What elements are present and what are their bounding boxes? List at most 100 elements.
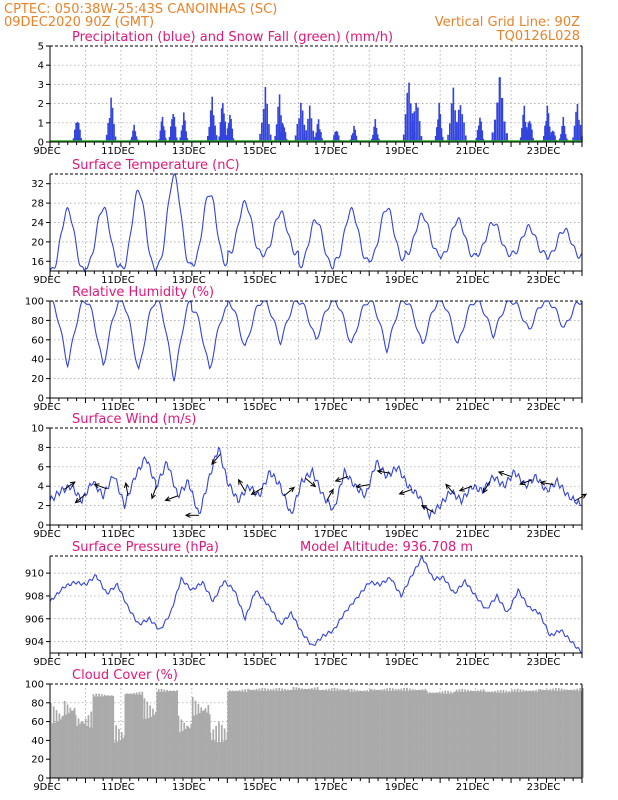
wind-arrow-head xyxy=(355,483,362,489)
cloud-bar xyxy=(303,688,306,778)
precip-bar xyxy=(161,116,164,142)
y-tick-label: 60 xyxy=(31,717,44,728)
precip-bar xyxy=(491,132,494,142)
cloud-bar xyxy=(515,691,518,778)
cloud-bar xyxy=(220,724,223,778)
cloud-bar xyxy=(420,690,422,778)
cloud-bar xyxy=(567,690,570,778)
cloud-bar xyxy=(89,727,91,778)
wind-arrow xyxy=(211,453,221,466)
cloud-bar xyxy=(180,719,183,778)
cloud-bar xyxy=(242,691,245,778)
precip-bar xyxy=(211,96,213,142)
precip-bar xyxy=(294,135,297,142)
wind-arrow-shaft xyxy=(421,505,434,513)
cloud-bar xyxy=(450,691,452,778)
cloud-bar xyxy=(213,741,216,778)
x-tick-label: 13DEC xyxy=(172,782,206,793)
cloud-bar xyxy=(154,711,157,778)
precip-bar xyxy=(564,134,567,142)
wind-arrow xyxy=(376,469,391,475)
precip-bar xyxy=(404,114,407,142)
cloud-bar xyxy=(265,690,268,778)
wind-arrow xyxy=(150,486,157,500)
precip-bar xyxy=(376,134,379,142)
x-tick-label: 23DEC xyxy=(527,146,561,157)
cloud-bar xyxy=(143,698,146,778)
cloud-bar xyxy=(454,691,457,778)
wind-arrow xyxy=(497,471,512,477)
x-tick-label: 19DEC xyxy=(385,402,419,413)
cloud-bar xyxy=(372,690,374,778)
precip-bar xyxy=(546,105,549,142)
precip-bar xyxy=(409,103,412,142)
precip-bar xyxy=(439,113,442,142)
cloud-bar xyxy=(278,687,281,778)
cloud-bar xyxy=(549,689,552,778)
cloud-bar xyxy=(201,710,204,778)
cloud-bar xyxy=(286,689,289,778)
x-tick-label: 23DEC xyxy=(527,657,561,668)
cloud-bar xyxy=(174,691,177,778)
cloud-bar xyxy=(282,690,285,778)
cloud-bar xyxy=(181,730,184,778)
y-tick-label: 16 xyxy=(31,257,44,268)
wind-arrow-shaft xyxy=(63,481,76,490)
cloud-bar xyxy=(488,691,491,778)
precip-bar xyxy=(164,137,167,142)
precip-bar xyxy=(521,128,523,142)
precip-bar xyxy=(578,119,580,142)
cloud-bar xyxy=(369,690,371,778)
wind-arrow xyxy=(334,476,349,482)
precip-bar xyxy=(232,138,235,142)
cloud-bar xyxy=(522,689,525,778)
wind-arrow-head xyxy=(445,483,451,490)
cloud-bar xyxy=(206,712,208,778)
cloud-bar xyxy=(468,691,471,778)
y-tick-label: 20 xyxy=(31,755,44,766)
cloud-bar xyxy=(98,693,100,778)
cloud-bar xyxy=(142,718,144,778)
cloud-bar xyxy=(489,691,492,778)
cloud-bar xyxy=(435,692,438,778)
cloud-bar xyxy=(332,690,335,778)
x-tick-label: 15DEC xyxy=(243,402,277,413)
cloud-bar xyxy=(289,689,292,778)
precip-bar xyxy=(222,102,224,142)
y-tick-label: 80 xyxy=(31,698,44,709)
precip-bar xyxy=(134,131,137,142)
precip-bar xyxy=(76,121,79,142)
precip-bar xyxy=(298,118,300,142)
precip-bar xyxy=(277,106,279,142)
precip-bar xyxy=(545,120,547,142)
wind-arrow-shaft xyxy=(540,481,554,486)
cloud-bar xyxy=(138,691,141,778)
wind-series-line xyxy=(49,446,583,521)
precip-bar xyxy=(159,130,162,142)
cloud-bar xyxy=(437,693,440,778)
precip-bar xyxy=(111,107,114,142)
wind-arrow-shaft xyxy=(335,476,349,482)
cloud-bar xyxy=(102,696,105,778)
wind-arrow-shaft xyxy=(356,484,370,488)
x-tick-label: 17DEC xyxy=(314,275,348,286)
precip-bar xyxy=(476,129,479,142)
x-tick-label: 21DEC xyxy=(456,782,490,793)
wind-arrow-head xyxy=(310,481,317,488)
cloud-bar xyxy=(259,690,262,778)
precip-bar xyxy=(224,121,226,142)
cloud-bar xyxy=(364,691,367,778)
cloud-bar xyxy=(81,721,84,778)
cloud-bar xyxy=(569,689,571,778)
precip-bar xyxy=(212,115,215,142)
x-tick-label: 19DEC xyxy=(385,529,419,540)
model-altitude: Model Altitude: 936.708 m xyxy=(300,540,473,555)
cloud-bar xyxy=(295,687,298,778)
cloud-bar xyxy=(469,690,472,778)
cloud-bar xyxy=(518,691,520,778)
cloud-bar xyxy=(573,689,576,778)
precip-bar xyxy=(447,134,449,142)
precip-bar xyxy=(558,138,561,142)
x-tick-label: 11DEC xyxy=(101,275,135,286)
x-tick-label: 17DEC xyxy=(314,657,348,668)
